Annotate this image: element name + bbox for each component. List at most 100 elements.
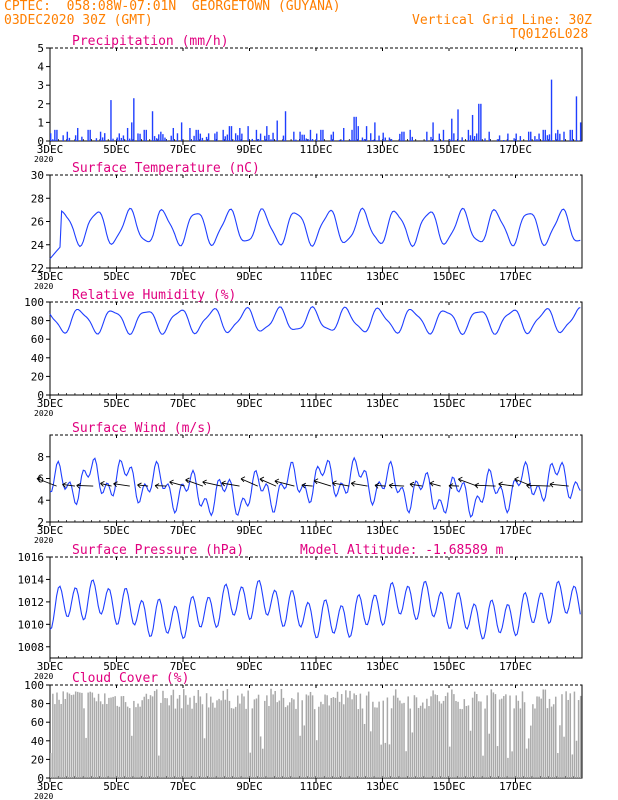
cloud-bar <box>311 695 314 778</box>
wind-arrow <box>474 484 496 487</box>
cloud-bar <box>467 705 470 778</box>
precip-bar <box>376 140 378 141</box>
cloud-bar <box>66 692 69 778</box>
precip-bar <box>166 140 168 141</box>
precip-bar <box>197 129 199 141</box>
y-tick-label: 4 <box>37 494 44 507</box>
wind-arrow <box>549 483 569 487</box>
x-tick-label: 13DEC <box>366 397 399 410</box>
cloud-bar <box>453 694 455 778</box>
x-tick-label: 7DEC <box>170 397 197 410</box>
precip-bar <box>191 140 193 141</box>
wind-arrow <box>301 484 313 487</box>
cloud-bar <box>303 725 306 778</box>
wind-arrowhead <box>259 476 265 480</box>
cloud-bar <box>168 705 170 778</box>
precip-bar <box>56 129 58 141</box>
precip-bar <box>316 133 318 141</box>
wind-arrowhead <box>274 480 279 485</box>
cloud-bar <box>295 708 297 778</box>
cloud-bar <box>309 691 312 778</box>
x-tick-label: 7DEC <box>170 270 197 283</box>
wind-arrowhead <box>374 482 380 486</box>
precip-bar <box>270 139 272 141</box>
precip-bar <box>54 129 56 141</box>
cloud-bar <box>365 695 368 778</box>
cloud-bar <box>326 695 328 778</box>
cloud-bar <box>478 701 480 778</box>
y-tick-label: 20 <box>31 753 44 766</box>
cloud-bar <box>74 691 77 778</box>
x-tick-label: 11DEC <box>299 524 332 537</box>
precip-bar <box>172 127 175 141</box>
precip-bar <box>284 111 287 141</box>
cloud-bar <box>99 701 102 778</box>
cloud-bar <box>232 708 235 778</box>
cloud-bar <box>320 701 322 778</box>
cloud-bar <box>561 694 563 778</box>
x-tick-label: 5DEC <box>103 397 130 410</box>
x-tick-label: 7DEC <box>170 524 197 537</box>
wind-arrowhead <box>154 483 160 486</box>
cloud-bar <box>372 701 374 778</box>
precip-bar <box>478 103 480 141</box>
wind-arrowhead <box>526 482 531 486</box>
x-tick-label: 15DEC <box>432 397 465 410</box>
wind-arrowhead <box>549 483 554 488</box>
cloud-bar <box>382 700 384 778</box>
panel-3: 0 20 40 60 80 100 3DEC 5DEC 7DEC 9DEC 11DEC 13DEC 15… <box>24 288 583 418</box>
precip-bar <box>569 129 571 141</box>
cloud-bar <box>203 738 206 778</box>
wind-arrowhead <box>301 484 306 489</box>
precip-bar <box>438 133 441 141</box>
x-tick-label: 5DEC <box>103 143 130 156</box>
precip-bar <box>467 129 470 141</box>
precip-bar <box>122 135 125 141</box>
precip-bar <box>322 129 324 141</box>
precip-bar <box>303 134 305 141</box>
panel-title: Surface Pressure (hPa) <box>72 543 244 558</box>
year-label: 2020 <box>34 792 53 800</box>
cloud-bar <box>355 695 357 778</box>
wind-arrowhead <box>240 478 245 483</box>
precip-bar <box>276 120 278 141</box>
cloud-bar <box>207 707 210 778</box>
precip-bar <box>62 135 64 141</box>
cloud-bar <box>446 692 449 778</box>
y-tick-label: 6 <box>37 473 44 486</box>
cloud-bar <box>577 700 580 778</box>
wind-arrowhead <box>448 485 453 489</box>
wind-arrow <box>374 484 386 487</box>
x-tick-label: 3DEC <box>37 397 64 410</box>
plot-frame <box>49 434 583 523</box>
precip-bar <box>409 129 411 141</box>
cloud-bar <box>380 744 382 778</box>
panel-2: 22 24 26 28 30 3DEC 5DEC 7DEC 9DEC 11DEC 13DEC 15DE… <box>31 161 583 291</box>
cloud-bar <box>488 733 490 778</box>
cloud-bar <box>158 755 160 778</box>
cloud-bar <box>278 700 281 778</box>
wind-arrowhead <box>498 481 503 485</box>
precip-bar <box>216 131 218 141</box>
cloud-bar <box>503 696 505 778</box>
wind-arrowhead <box>332 480 337 484</box>
cloud-bar <box>83 708 85 778</box>
y-tick-label: 80 <box>31 315 44 328</box>
cloud-bar <box>434 694 436 778</box>
wind-arrowhead <box>36 476 42 479</box>
precip-bar <box>101 137 104 141</box>
cloud-bar <box>176 698 179 778</box>
panel-title: Surface Temperature (nC) <box>72 161 260 176</box>
y-tick-label: 26 <box>31 216 44 229</box>
precip-bar <box>563 131 565 141</box>
precip-bar <box>77 127 79 141</box>
cloud-bar <box>340 694 343 778</box>
wind-arrow <box>113 483 130 487</box>
wind-arrowhead <box>221 482 225 487</box>
x-tick-label: 15DEC <box>432 780 465 793</box>
precip-bar <box>355 116 357 141</box>
cloud-bar <box>455 700 457 778</box>
precip-bar <box>118 133 120 141</box>
cloud-bar <box>259 736 262 778</box>
